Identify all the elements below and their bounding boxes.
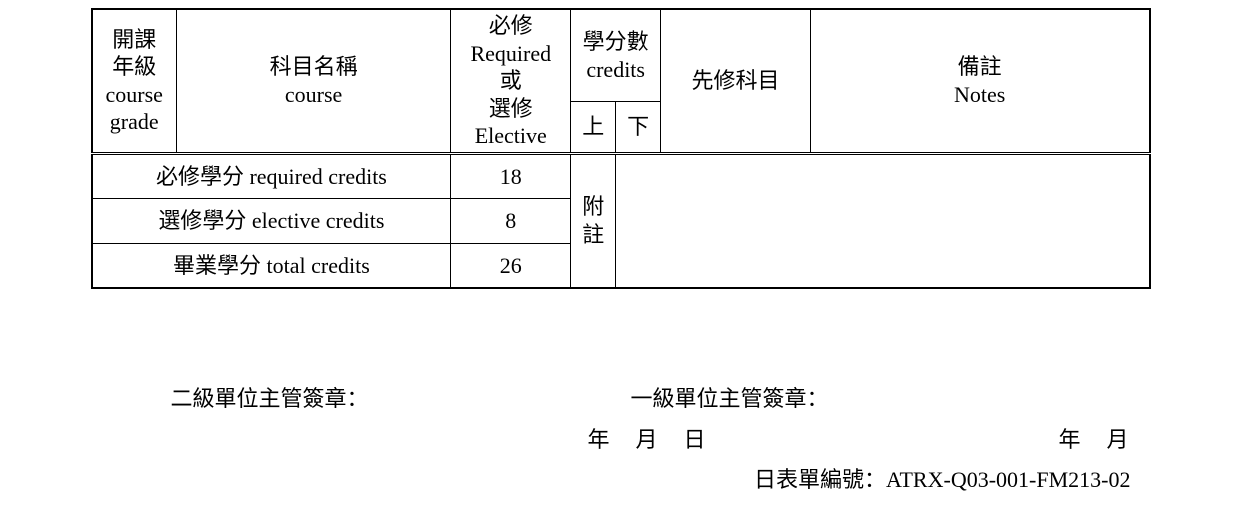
signature-block: 二級單位主管簽章： 一級單位主管簽章： 年 月 日 年 月 日表單編號：ATRX…	[91, 379, 1151, 501]
hdr-notes: 備註Notes	[810, 9, 1149, 153]
row-required-value: 18	[451, 153, 571, 199]
signature-level2-label: 二級單位主管簽章：	[171, 379, 631, 420]
hdr-semester-down: 下	[616, 102, 661, 153]
form-number-label: 日表單編號：	[754, 467, 886, 492]
signature-level1-label: 一級單位主管簽章：	[631, 386, 829, 411]
hdr-semester-up: 上	[571, 102, 616, 153]
hdr-prerequisite: 先修科目	[661, 9, 811, 153]
row-required-label: 必修學分 required credits	[92, 153, 451, 199]
appendix-label: 附註	[571, 153, 616, 288]
hdr-credits-group: 學分數credits	[571, 9, 661, 102]
course-credits-table: 開課年級coursegrade 科目名稱course 必修Required或選修…	[91, 8, 1151, 289]
row-total-value: 26	[451, 243, 571, 288]
hdr-course-grade: 開課年級coursegrade	[92, 9, 177, 153]
hdr-required-elective: 必修Required或選修Elective	[451, 9, 571, 153]
row-elective-value: 8	[451, 199, 571, 244]
row-elective-label: 選修學分 elective credits	[92, 199, 451, 244]
appendix-area	[616, 153, 1150, 288]
date-ymd-left: 年 月 日	[587, 420, 707, 461]
date-ym-right: 年 月	[1058, 420, 1130, 461]
hdr-course-name: 科目名稱course	[176, 9, 450, 153]
form-number-value: ATRX-Q03-001-FM213-02	[886, 467, 1130, 492]
row-total-label: 畢業學分 total credits	[92, 243, 451, 288]
